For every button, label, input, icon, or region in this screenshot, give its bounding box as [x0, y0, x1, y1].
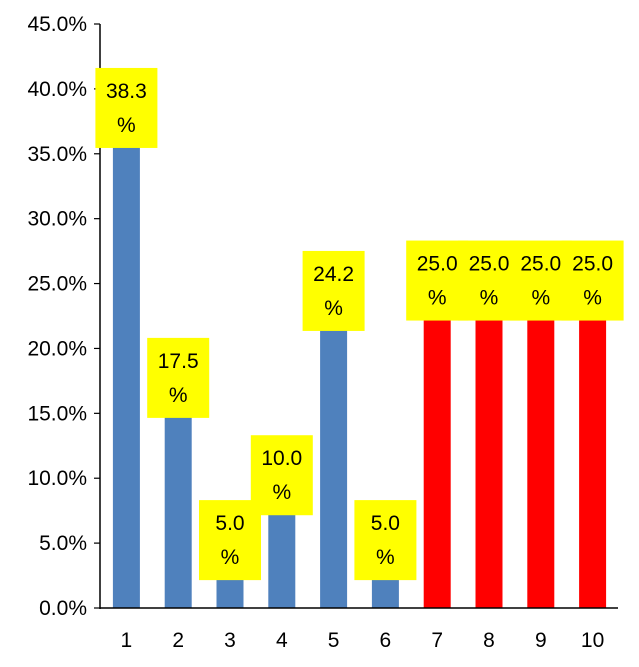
- x-tick-label: 3: [224, 629, 236, 652]
- bar-10: [579, 283, 607, 608]
- data-label: 24.2%: [302, 250, 365, 331]
- data-label-box: [250, 435, 313, 516]
- y-tick-label: 20.0%: [27, 337, 87, 360]
- data-label-unit: %: [376, 546, 395, 569]
- bar-9: [527, 283, 555, 608]
- x-tick-label: 8: [483, 629, 495, 652]
- data-label-value: 25.0: [572, 253, 613, 276]
- bar-5: [320, 293, 348, 608]
- data-label-box: [147, 337, 210, 418]
- data-label-value: 17.5: [158, 350, 199, 373]
- y-tick-label: 35.0%: [27, 143, 87, 166]
- data-label: 25.0%: [406, 240, 469, 321]
- data-label-box: [406, 240, 469, 321]
- data-label-box: [302, 250, 365, 331]
- y-tick-label: 40.0%: [27, 78, 87, 101]
- data-label-value: 24.2: [313, 263, 354, 286]
- data-label-unit: %: [324, 297, 343, 320]
- data-label-unit: %: [169, 384, 188, 407]
- bar-7: [423, 283, 451, 608]
- data-label-unit: %: [117, 114, 136, 137]
- data-label: 25.0%: [561, 240, 624, 321]
- data-label-box: [199, 500, 261, 581]
- data-label-box: [354, 500, 417, 581]
- y-tick-label: 30.0%: [27, 208, 87, 231]
- bar-1: [112, 110, 140, 608]
- x-tick-label: 5: [328, 629, 340, 652]
- data-label: 5.0%: [199, 500, 261, 581]
- data-label-unit: %: [221, 546, 240, 569]
- data-label-box: [458, 240, 520, 321]
- data-label-value: 10.0: [261, 447, 302, 470]
- y-tick-label: 45.0%: [27, 13, 87, 36]
- x-tick-label: 6: [380, 629, 392, 652]
- x-tick-label: 1: [121, 629, 133, 652]
- data-label-value: 25.0: [469, 253, 510, 276]
- data-label-unit: %: [480, 287, 499, 310]
- data-label-unit: %: [583, 287, 602, 310]
- data-label-unit: %: [272, 481, 291, 504]
- data-label-value: 25.0: [417, 253, 458, 276]
- data-label-value: 25.0: [520, 253, 561, 276]
- data-label: 5.0%: [354, 500, 417, 581]
- data-label: 25.0%: [458, 240, 520, 321]
- y-tick-label: 15.0%: [27, 402, 87, 425]
- y-tick-label: 5.0%: [39, 532, 87, 555]
- data-label-box: [561, 240, 624, 321]
- data-label-unit: %: [428, 287, 447, 310]
- x-axis-tick-labels: 1 2 3 4 5 6 7 8 9 10: [121, 629, 605, 652]
- y-tick-label: 10.0%: [27, 467, 87, 490]
- data-label-unit: %: [531, 287, 550, 310]
- data-label-box: [95, 67, 158, 148]
- bar-2: [164, 380, 192, 608]
- x-tick-label: 4: [276, 629, 288, 652]
- data-label-value: 5.0: [371, 512, 400, 535]
- data-label-box: [509, 240, 572, 321]
- x-tick-label: 7: [431, 629, 443, 652]
- data-label-value: 5.0: [215, 512, 244, 535]
- data-labels: 38.3%17.5%5.0%10.0%24.2%5.0%25.0%25.0%25…: [95, 67, 624, 581]
- x-tick-label: 2: [172, 629, 184, 652]
- data-label-value: 38.3: [106, 80, 147, 103]
- x-tick-label: 9: [535, 629, 547, 652]
- data-label: 17.5%: [147, 337, 210, 418]
- bar-8: [475, 283, 503, 608]
- y-tick-label: 0.0%: [39, 597, 87, 620]
- data-label: 38.3%: [95, 67, 158, 148]
- x-tick-label: 10: [581, 629, 604, 652]
- data-label: 10.0%: [250, 435, 313, 516]
- y-tick-label: 25.0%: [27, 273, 87, 296]
- y-axis-tick-labels: 0.0% 5.0% 10.0% 15.0% 20.0% 25.0% 30.0% 35.0% 40…: [27, 13, 87, 620]
- data-label: 25.0%: [509, 240, 572, 321]
